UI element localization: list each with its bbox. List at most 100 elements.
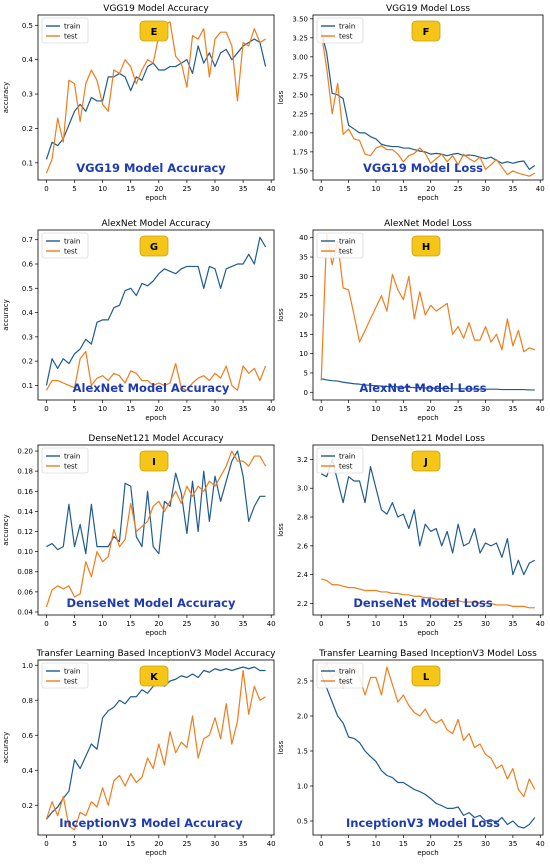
x-tick-label: 5: [72, 840, 76, 848]
y-tick-label: 1.0: [297, 783, 308, 791]
x-tick-label: 10: [372, 405, 381, 413]
plot-frame: [37, 659, 275, 836]
y-tick-label: 0: [304, 389, 308, 397]
y-tick-label: 0.16: [17, 488, 33, 496]
legend: train test: [41, 232, 89, 259]
y-tick-label: 2.0: [297, 713, 308, 721]
series-line-test: [45, 450, 267, 608]
x-axis-label: epoch: [145, 194, 166, 202]
panel-badge-letter: E: [151, 27, 158, 38]
legend-label-train: train: [339, 453, 355, 461]
y-axis-label: loss: [277, 523, 285, 537]
x-tick-label: 30: [481, 185, 490, 193]
legend-label-test: test: [339, 33, 353, 41]
panel-badge-letter: J: [423, 457, 428, 468]
x-tick-label: 25: [182, 840, 191, 848]
y-tick-label: 3.0: [297, 485, 308, 493]
legend-box: [316, 17, 364, 44]
panel-badge-letter: L: [423, 672, 430, 683]
y-tick-label: 0.2: [22, 358, 33, 366]
x-tick-label: 0: [44, 620, 48, 628]
x-tick-label: 20: [426, 620, 435, 628]
panel-caption: AlexNet Model Loss: [359, 381, 486, 395]
legend-label-train: train: [64, 453, 80, 461]
y-tick-label: 0.20: [17, 448, 33, 456]
chart-title: AlexNet Model Loss: [384, 219, 472, 229]
x-tick-label: 5: [346, 620, 350, 628]
series-line-test: [45, 350, 267, 391]
x-tick-label: 30: [211, 840, 220, 848]
legend-label-train: train: [339, 668, 355, 676]
x-axis-label: epoch: [417, 849, 438, 857]
x-axis-label: epoch: [145, 414, 166, 422]
chart-title: Transfer Learning Based InceptionV3 Mode…: [36, 649, 277, 659]
legend: train test: [41, 17, 89, 44]
chart-panel-e: VGG19 Model Accuracy 0 5 10 15 20 25 30 35 40 0.1 0…: [2, 4, 276, 202]
legend-box: [316, 662, 364, 689]
x-tick-label: 0: [319, 840, 323, 848]
x-tick-label: 30: [481, 620, 490, 628]
panel-badge: [411, 665, 441, 687]
y-tick-label: 3.25: [292, 34, 308, 42]
legend-label-test: test: [339, 678, 353, 686]
chart-panel-f: VGG19 Model Loss 0 5 10 15 20 25 30 35 40 1.50 1.75…: [277, 4, 545, 202]
x-tick-label: 0: [319, 185, 323, 193]
chart-title: DenseNet121 Model Accuracy: [88, 434, 224, 444]
y-tick-label: 0.7: [22, 236, 33, 244]
x-tick-label: 40: [536, 840, 545, 848]
y-tick-label: 0.6: [22, 261, 34, 269]
y-tick-label: 0.3: [22, 91, 33, 99]
y-tick-label: 0.4: [22, 767, 34, 775]
y-tick-label: 15: [299, 331, 308, 339]
panel-badge-letter: G: [150, 242, 158, 253]
x-tick-label: 35: [508, 620, 517, 628]
series-line-test: [321, 578, 535, 609]
panel-caption: VGG19 Model Loss: [363, 161, 483, 175]
chart-panel-l: Transfer Learning Based InceptionV3 Mode…: [277, 649, 545, 857]
x-tick-label: 30: [211, 620, 220, 628]
x-tick-label: 15: [399, 840, 408, 848]
x-tick-label: 5: [72, 185, 76, 193]
x-tick-label: 40: [267, 840, 276, 848]
x-tick-label: 15: [126, 840, 135, 848]
legend-box: [41, 662, 89, 689]
panel-badge-letter: I: [152, 457, 156, 468]
y-tick-label: 0.2: [22, 802, 33, 810]
x-axis-label: epoch: [145, 629, 166, 637]
y-axis-label: accuracy: [2, 732, 10, 764]
panel-badge: [411, 20, 441, 42]
x-tick-label: 5: [72, 620, 76, 628]
chart-panel-j: DenseNet121 Model Loss 0 5 10 15 20 25 30 35 40 2.…: [277, 434, 545, 637]
y-tick-label: 0.08: [17, 568, 33, 576]
y-tick-label: 0.2: [22, 125, 33, 133]
legend: train test: [316, 232, 364, 259]
x-tick-label: 40: [536, 620, 545, 628]
plot-frame: [37, 14, 275, 181]
y-tick-label: 40: [299, 234, 308, 242]
x-tick-label: 30: [481, 840, 490, 848]
y-axis-label: loss: [277, 308, 285, 322]
y-tick-label: 0.5: [22, 285, 33, 293]
legend-label-train: train: [339, 238, 355, 246]
series-line-test: [320, 32, 536, 177]
panel-badge: [411, 235, 441, 257]
y-tick-label: 3.2: [297, 456, 308, 464]
legend-box: [316, 232, 364, 259]
x-tick-label: 15: [399, 405, 408, 413]
x-axis-label: epoch: [417, 629, 438, 637]
x-tick-label: 30: [211, 405, 220, 413]
x-tick-label: 35: [508, 185, 517, 193]
x-tick-label: 25: [454, 840, 463, 848]
x-tick-label: 0: [44, 405, 48, 413]
y-tick-label: 2.2: [297, 600, 308, 608]
y-tick-label: 35: [299, 254, 308, 262]
chart-panel-i: DenseNet121 Model Accuracy 0 5 10 15 20 25 30 35…: [2, 434, 276, 637]
plot-frame: [312, 444, 544, 616]
series-line-test: [45, 669, 266, 831]
series-line-train: [320, 673, 536, 829]
panel-badge: [139, 665, 169, 687]
y-axis-label: accuracy: [2, 82, 10, 114]
x-tick-label: 35: [239, 840, 248, 848]
legend-label-train: train: [64, 238, 80, 246]
chart-title: VGG19 Model Accuracy: [103, 4, 209, 14]
